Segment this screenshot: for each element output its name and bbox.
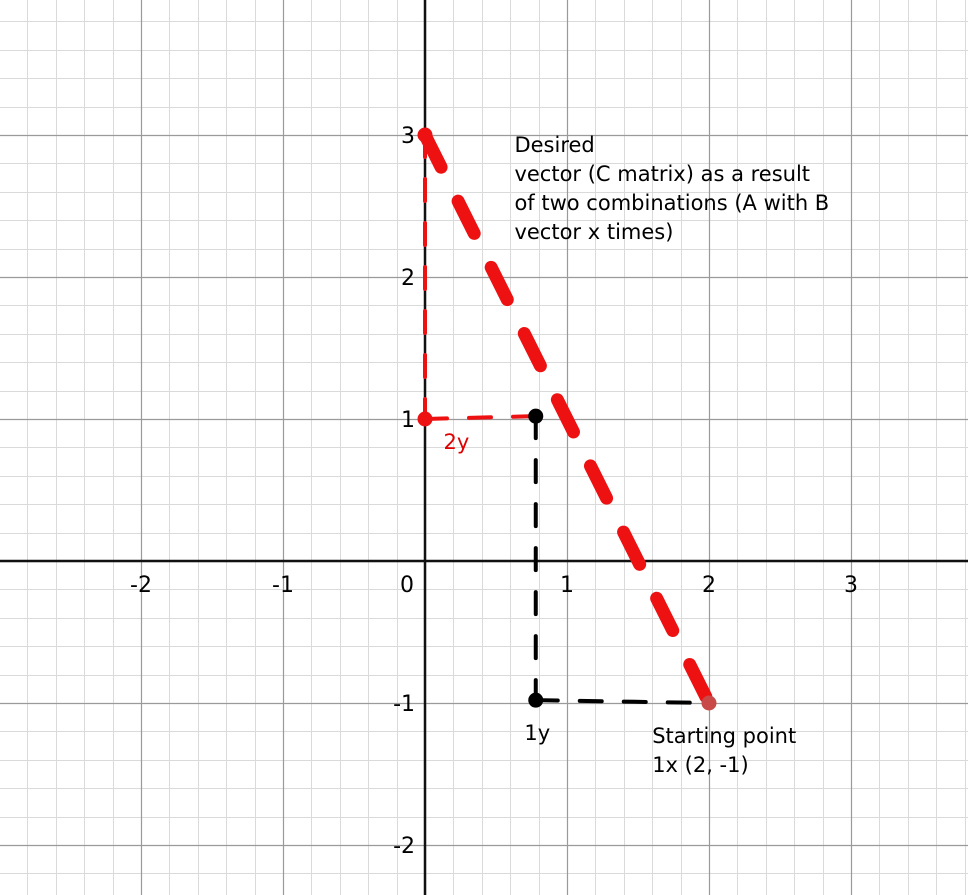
annotation-line: 1x (2, -1) xyxy=(652,753,749,777)
y-tick-label: 2 xyxy=(401,266,415,291)
data-point xyxy=(528,692,544,708)
construction-dashed-line xyxy=(533,698,711,705)
x-tick-label: 1 xyxy=(560,573,574,598)
data-points xyxy=(417,127,717,711)
annotation-line: vector (C matrix) as a result xyxy=(514,162,810,186)
desired-vector-line xyxy=(418,128,716,710)
y-tick-label: -2 xyxy=(393,834,415,859)
y-tick-label: 3 xyxy=(401,124,415,149)
x-tick-label: 3 xyxy=(844,573,858,598)
annotation-line: 2y xyxy=(443,430,469,454)
x-tick-label: -1 xyxy=(272,573,294,598)
construction-dashed-line xyxy=(423,414,538,421)
annotations: Desired vector (C matrix) as a result of t… xyxy=(443,133,829,777)
annotation-line: 1y xyxy=(524,721,550,745)
data-point xyxy=(417,411,433,427)
x-tick-label: 2 xyxy=(702,573,716,598)
annotation-line: Desired xyxy=(514,133,594,157)
annotation-text: Desired vector (C matrix) as a result of t… xyxy=(514,133,829,244)
data-point xyxy=(528,408,544,424)
annotation-text: Starting point 1x (2, -1) xyxy=(652,724,796,777)
annotation-text: 1y xyxy=(524,721,550,745)
y-tick-label: 1 xyxy=(401,408,415,433)
tick-labels: -2 -1 0 1 2 3 -2 -1 1 2 3 xyxy=(130,124,858,859)
annotation-text: 2y xyxy=(443,430,469,454)
y-tick-label: -1 xyxy=(393,692,415,717)
data-point xyxy=(417,127,433,143)
x-tick-label: 0 xyxy=(400,573,414,598)
data-point xyxy=(701,695,717,711)
annotation-line: of two combinations (A with B xyxy=(514,191,829,215)
annotation-line: vector x times) xyxy=(514,220,673,244)
dashed-lines xyxy=(418,128,716,710)
annotation-line: Starting point xyxy=(652,724,796,748)
x-tick-label: -2 xyxy=(130,573,152,598)
